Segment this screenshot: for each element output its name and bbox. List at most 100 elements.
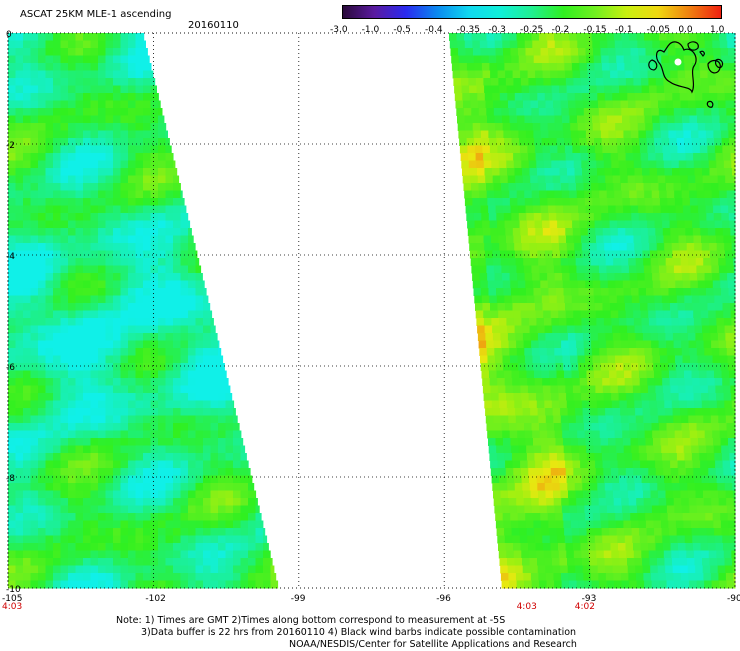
- heatmap-cell: [647, 70, 656, 79]
- heatmap-cell: [505, 468, 514, 476]
- heatmap-cell: [135, 355, 144, 364]
- heatmap-cell: [158, 468, 166, 476]
- heatmap-cell: [587, 385, 596, 394]
- heatmap-cell: [513, 468, 522, 476]
- heatmap-cell: [38, 333, 46, 341]
- heatmap-cell: [622, 513, 631, 521]
- heatmap-cell: [626, 85, 635, 94]
- heatmap-cell: [617, 145, 626, 154]
- heatmap-cell: [188, 265, 196, 274]
- heatmap-cell: [501, 190, 510, 199]
- heatmap-cell: [68, 348, 76, 356]
- heatmap-cell: [620, 175, 629, 184]
- heatmap-cell: [38, 235, 46, 244]
- heatmap-cell: [98, 453, 106, 461]
- heatmap-cell: [143, 498, 151, 506]
- heatmap-cell: [704, 273, 713, 281]
- heatmap-cell: [225, 505, 234, 514]
- heatmap-cell: [68, 565, 76, 574]
- heatmap-cell: [180, 370, 189, 379]
- heatmap-cell: [173, 423, 181, 431]
- heatmap-cell: [636, 108, 645, 116]
- heatmap-cell: [210, 550, 219, 559]
- heatmap-cell: [611, 475, 620, 484]
- heatmap-cell: [188, 513, 196, 521]
- heatmap-cell: [645, 205, 654, 214]
- heatmap-cell: [491, 235, 499, 244]
- heatmap-cell: [503, 288, 512, 296]
- heatmap-cell: [644, 115, 653, 124]
- heatmap-cell: [556, 63, 565, 71]
- heatmap-cell: [491, 160, 500, 169]
- heatmap-cell: [53, 535, 61, 544]
- heatmap-cell: [530, 175, 539, 184]
- heatmap-cell: [113, 408, 121, 416]
- heatmap-cell: [500, 408, 509, 416]
- heatmap-cell: [690, 520, 699, 529]
- heatmap-cell: [669, 535, 678, 544]
- heatmap-cell: [669, 453, 678, 461]
- heatmap-cell: [472, 273, 481, 281]
- heatmap-cell: [98, 235, 106, 244]
- heatmap-cell: [203, 280, 205, 289]
- heatmap-cell: [598, 490, 606, 499]
- heatmap-cell: [105, 558, 114, 566]
- heatmap-cell: [120, 168, 129, 176]
- heatmap-cell: [128, 153, 136, 161]
- heatmap-cell: [165, 438, 174, 446]
- heatmap-cell: [677, 228, 686, 236]
- heatmap-cell: [667, 198, 676, 206]
- grid-layer: [7, 32, 736, 589]
- heatmap-cell: [515, 415, 524, 424]
- heatmap-cell: [60, 243, 69, 251]
- heatmap-cell: [538, 100, 546, 109]
- heatmap-cell: [561, 183, 569, 191]
- heatmap-cell: [501, 265, 510, 274]
- heatmap-cell: [90, 558, 99, 566]
- heatmap-cell: [717, 483, 726, 491]
- heatmap-cell: [8, 168, 16, 176]
- x-tick-label: -96: [436, 594, 451, 604]
- heatmap-cell: [534, 220, 543, 229]
- heatmap-cell: [582, 93, 591, 101]
- heatmap-cell: [711, 265, 720, 274]
- heatmap-cell: [75, 108, 84, 116]
- heatmap-cell: [23, 85, 31, 94]
- colorbar-tick-label: -1.0: [361, 25, 380, 35]
- heatmap-cell: [524, 190, 533, 199]
- heatmap-cell: [579, 145, 588, 154]
- heatmap-cell: [631, 55, 640, 64]
- heatmap-cell: [38, 393, 46, 401]
- heatmap-cell: [128, 453, 136, 461]
- heatmap-cell: [617, 385, 626, 394]
- heatmap-cell: [105, 55, 114, 64]
- heatmap-cell: [503, 520, 512, 529]
- heatmap-cell: [639, 453, 648, 461]
- heatmap-cell: [8, 438, 16, 446]
- heatmap-cell: [730, 303, 736, 311]
- heatmap-cell: [53, 250, 61, 259]
- heatmap-cell: [596, 235, 604, 244]
- heatmap-cell: [255, 565, 264, 574]
- heatmap-cell: [143, 363, 151, 371]
- heatmap-cell: [515, 333, 524, 341]
- heatmap-cell: [564, 220, 573, 229]
- heatmap-cell: [105, 520, 114, 529]
- heatmap-cell: [587, 220, 596, 229]
- heatmap-cell: [521, 400, 530, 409]
- heatmap-cell: [644, 580, 653, 589]
- heatmap-cell: [120, 408, 129, 416]
- heatmap-cell: [150, 333, 159, 341]
- heatmap-cell: [150, 580, 159, 589]
- heatmap-cell: [488, 438, 496, 446]
- heatmap-cell: [681, 33, 690, 41]
- heatmap-cell: [165, 183, 174, 191]
- heatmap-cell: [105, 550, 114, 559]
- heatmap-cell: [495, 355, 503, 364]
- heatmap-cell: [509, 115, 518, 124]
- heatmap-cell: [563, 288, 572, 296]
- heatmap-cell: [15, 505, 24, 514]
- heatmap-cell: [569, 190, 578, 199]
- colorbar-tick-label: -0.1: [615, 25, 633, 35]
- heatmap-cell: [45, 430, 54, 439]
